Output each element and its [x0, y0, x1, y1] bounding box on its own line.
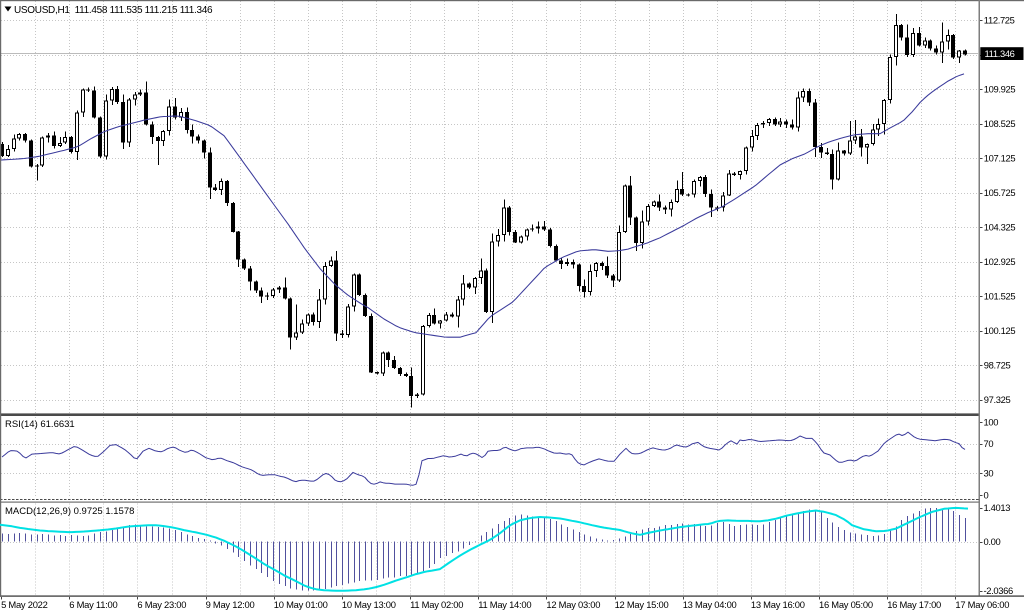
svg-text:6 May 23:00: 6 May 23:00 [137, 599, 186, 610]
svg-text:109.925: 109.925 [984, 83, 1016, 94]
svg-text:17 May 06:00: 17 May 06:00 [955, 599, 1009, 610]
svg-text:105.725: 105.725 [984, 187, 1016, 198]
svg-text:0.00: 0.00 [984, 536, 1001, 547]
svg-text:-2.0366: -2.0366 [984, 585, 1013, 596]
svg-text:10 May 01:00: 10 May 01:00 [274, 599, 328, 610]
svg-text:12 May 03:00: 12 May 03:00 [546, 599, 600, 610]
svg-text:13 May 04:00: 13 May 04:00 [683, 599, 737, 610]
svg-text:30: 30 [984, 467, 994, 478]
svg-text:13 May 16:00: 13 May 16:00 [751, 599, 805, 610]
svg-text:11 May 02:00: 11 May 02:00 [410, 599, 463, 610]
svg-text:MACD(12,26,9) 0.9725 1.1578: MACD(12,26,9) 0.9725 1.1578 [5, 506, 134, 517]
svg-text:111.346: 111.346 [985, 48, 1015, 59]
svg-text:97.325: 97.325 [984, 394, 1011, 405]
svg-text:16 May 17:00: 16 May 17:00 [887, 599, 941, 610]
svg-text:USOUSD,H1 111.458 111.535 111: USOUSD,H1 111.458 111.535 111.215 111.34… [14, 5, 213, 16]
svg-text:0: 0 [984, 489, 989, 500]
svg-text:11 May 14:00: 11 May 14:00 [478, 599, 531, 610]
svg-text:112.725: 112.725 [984, 14, 1015, 25]
svg-text:5 May 2022: 5 May 2022 [1, 599, 48, 610]
svg-text:108.525: 108.525 [984, 118, 1016, 129]
svg-text:RSI(14) 61.6631: RSI(14) 61.6631 [5, 419, 75, 430]
svg-text:101.525: 101.525 [984, 291, 1016, 302]
svg-text:107.125: 107.125 [984, 153, 1016, 164]
svg-text:100: 100 [984, 416, 999, 427]
svg-text:16 May 05:00: 16 May 05:00 [819, 599, 873, 610]
svg-text:12 May 15:00: 12 May 15:00 [615, 599, 669, 610]
svg-text:100.125: 100.125 [984, 325, 1016, 336]
svg-text:6 May 11:00: 6 May 11:00 [69, 599, 117, 610]
svg-text:70: 70 [984, 438, 994, 449]
svg-text:102.925: 102.925 [984, 256, 1016, 267]
svg-text:98.725: 98.725 [984, 360, 1011, 371]
svg-text:10 May 13:00: 10 May 13:00 [342, 599, 396, 610]
svg-text:1.4013: 1.4013 [984, 502, 1011, 513]
svg-text:9 May 12:00: 9 May 12:00 [206, 599, 255, 610]
svg-text:104.325: 104.325 [984, 222, 1016, 233]
